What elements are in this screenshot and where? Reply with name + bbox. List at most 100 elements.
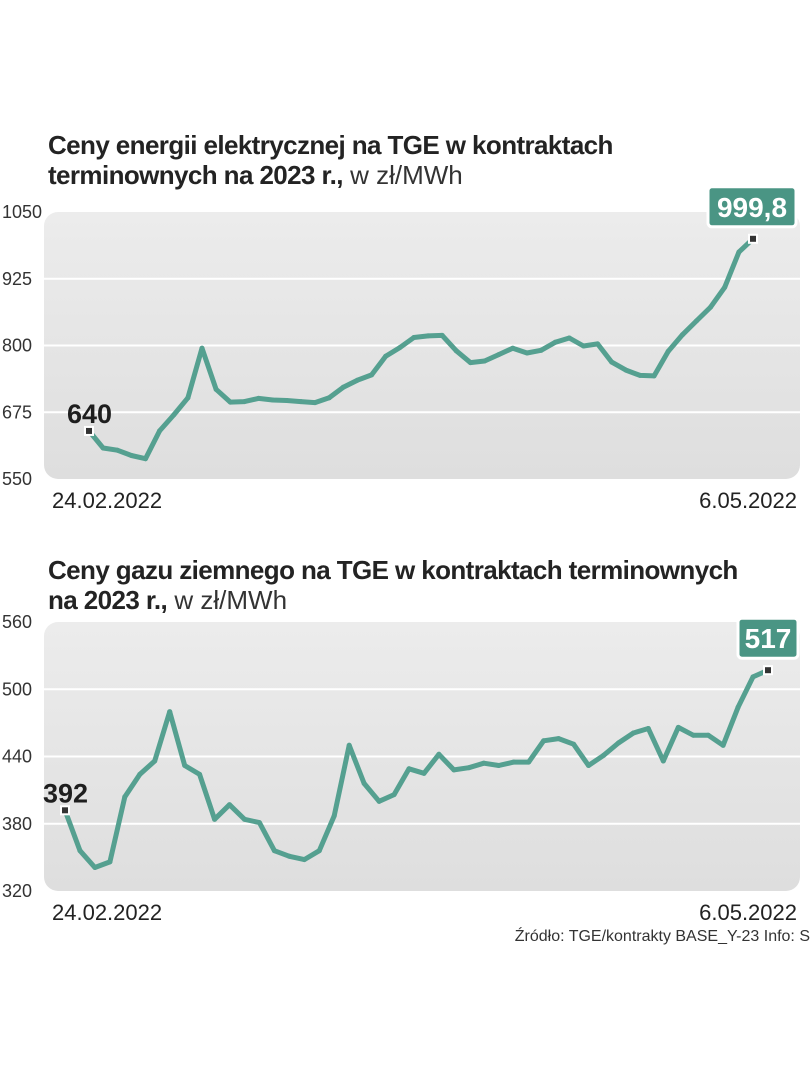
chart-2-data-point — [77, 848, 83, 854]
chart-1-data-point — [609, 359, 615, 365]
chart-1-end-value-label: 999,8 — [717, 192, 787, 223]
chart-2-data-point — [301, 857, 307, 863]
chart-2-data-point — [526, 759, 532, 765]
chart-1-data-point — [312, 400, 318, 406]
chart-2-y-tick-label: 380 — [2, 814, 32, 834]
chart-1-data-point — [637, 372, 643, 378]
chart-2-data-point — [541, 738, 547, 744]
chart-2-y-tick-label: 320 — [2, 881, 32, 901]
chart-1-data-point — [496, 352, 502, 358]
chart-1-data-point — [552, 339, 558, 345]
chart-1-data-point — [538, 347, 544, 353]
chart-1-data-point — [708, 304, 714, 310]
chart-2-data-point — [376, 798, 382, 804]
gas-price-chart: 560 500 440 380 320 392 517 24.02.2022 6.05.2022 — [2, 612, 800, 925]
chart-2-data-point — [675, 724, 681, 730]
chart-1-data-point — [340, 384, 346, 390]
chart-1-y-tick-label: 550 — [2, 469, 32, 489]
chart-2-data-point — [107, 859, 113, 865]
chart-2-data-point — [361, 780, 367, 786]
chart-1-x-start-label: 24.02.2022 — [52, 488, 162, 513]
chart-2-data-point — [391, 792, 397, 798]
chart-1-data-point — [213, 386, 219, 392]
chart-1-data-point — [227, 399, 233, 405]
chart-2-title-line-1: Ceny gazu ziemnego na TGE w kontraktach … — [48, 555, 738, 585]
chart-2-data-point — [436, 751, 442, 757]
chart-1-data-point — [100, 445, 106, 451]
chart-2-y-tick-label: 440 — [2, 747, 32, 767]
chart-1-data-point — [199, 345, 205, 351]
chart-2-data-point — [316, 848, 322, 854]
chart-2-data-point — [197, 771, 203, 777]
chart-1-data-point — [651, 373, 657, 379]
chart-1-y-tick-label: 1050 — [2, 202, 42, 222]
chart-1-data-point — [284, 398, 290, 403]
chart-2-data-point — [256, 820, 262, 826]
chart-2-data-point — [556, 736, 562, 742]
electricity-price-chart: 1050 925 800 675 550 640 999,8 24.02.2022 6.05.2… — [2, 185, 800, 513]
chart-1-data-point — [411, 335, 417, 340]
chart-1-title-line-2: terminownych na 2023 r., — [48, 160, 343, 190]
chart-2-x-end-label: 6.05.2022 — [699, 900, 797, 925]
chart-2-start-value-label: 392 — [43, 778, 88, 808]
chart-1-data-point — [665, 348, 671, 354]
chart-2-data-point — [271, 848, 277, 854]
chart-1-data-point — [326, 395, 332, 401]
chart-2-end-value-label: 517 — [745, 623, 792, 654]
chart-1-data-point — [623, 367, 629, 373]
chart-1-end-value-box — [706, 185, 798, 229]
chart-1-end-marker-core — [750, 235, 756, 242]
chart-1-data-point — [397, 345, 403, 351]
source-note: Źródło: TGE/kontrakty BASE_Y-23 Info: S — [514, 928, 810, 945]
chart-1-data-point — [241, 399, 247, 405]
chart-2-y-tick-label: 560 — [2, 612, 32, 632]
chart-2-data-point — [586, 763, 591, 768]
chart-1-data-point — [439, 332, 445, 338]
chart-2-data-point — [690, 732, 696, 738]
chart-1-unit: w zł/MWh — [342, 160, 463, 190]
chart-2-data-point — [615, 740, 621, 746]
chart-2-end-marker-core — [765, 667, 771, 674]
chart-1-start-marker-core — [86, 427, 92, 434]
chart-2-price-line — [62, 667, 771, 870]
chart-1-data-point — [383, 353, 389, 359]
chart-2-data-point — [645, 726, 651, 731]
chart-2-data-point — [630, 730, 636, 736]
chart-2-data-point — [346, 742, 352, 748]
chart-1-data-point — [736, 249, 742, 255]
chart-2-data-point — [421, 770, 427, 776]
chart-2-data-point — [571, 741, 577, 747]
chart-1-y-tick-label: 800 — [2, 336, 32, 356]
chart-2-title: Ceny gazu ziemnego na TGE w kontraktach … — [48, 555, 738, 615]
chart-2-data-point — [167, 709, 173, 715]
chart-2-data-point — [705, 732, 711, 738]
chart-1-data-point — [425, 333, 431, 339]
chart-1-data-point — [566, 335, 572, 341]
chart-2-data-point — [242, 816, 247, 822]
chart-1-title: Ceny energii elektrycznej na TGE w kontr… — [48, 130, 613, 190]
chart-1-data-point — [510, 345, 516, 351]
chart-1-data-point — [157, 428, 163, 434]
chart-2-data-point — [496, 763, 502, 768]
chart-1-data-point — [114, 447, 120, 453]
chart-2-data-point — [511, 759, 517, 765]
chart-2-start-marker-core — [62, 807, 68, 814]
chart-1-data-point — [369, 372, 375, 378]
chart-1-data-point — [171, 412, 177, 418]
chart-1-y-tick-label: 675 — [2, 402, 32, 422]
chart-2-end-value-box — [736, 616, 800, 660]
chart-1-data-point — [298, 399, 304, 405]
chart-2-data-point — [286, 853, 292, 859]
chart-1-data-point — [185, 395, 191, 401]
chart-1-title-line-1: Ceny energii elektrycznej na TGE w kontr… — [48, 130, 613, 160]
chart-2-data-point — [750, 674, 756, 680]
chart-1-data-point — [595, 341, 601, 347]
chart-2-data-point — [601, 752, 606, 758]
chart-2-data-point — [331, 813, 337, 819]
chart-2-x-start-label: 24.02.2022 — [52, 900, 162, 925]
chart-2-data-point — [735, 704, 741, 710]
chart-1-data-point — [694, 318, 699, 324]
chart-1-data-point — [128, 453, 134, 458]
chart-1-x-end-label: 6.05.2022 — [699, 488, 797, 513]
chart-2-data-point — [720, 742, 726, 748]
